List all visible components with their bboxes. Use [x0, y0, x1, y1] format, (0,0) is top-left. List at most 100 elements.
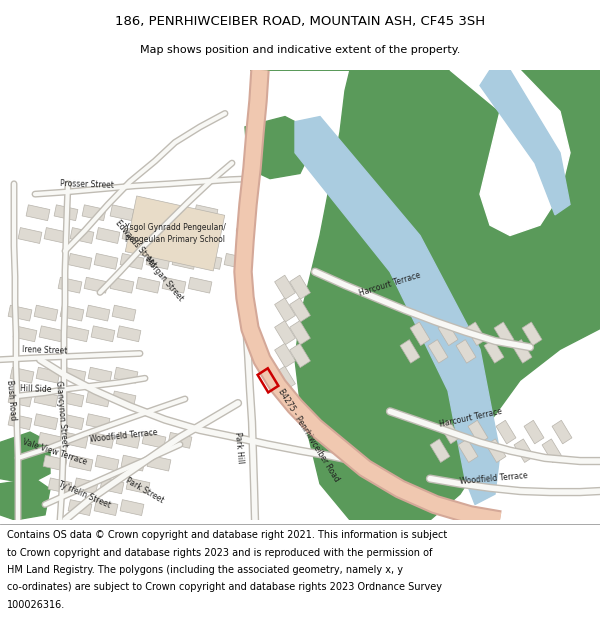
Bar	[86, 305, 110, 321]
Bar	[26, 205, 50, 221]
Bar	[122, 228, 146, 244]
Bar	[100, 478, 124, 494]
Bar	[120, 254, 144, 269]
Text: Edwards Street: Edwards Street	[113, 219, 158, 269]
Bar	[410, 322, 430, 346]
Text: Ty'rfelin Street: Ty'rfelin Street	[57, 479, 112, 509]
Text: 100026316.: 100026316.	[7, 600, 65, 610]
Text: Ysgol Gynradd Pengeulan/
Pengeulan Primary School: Ysgol Gynradd Pengeulan/ Pengeulan Prima…	[125, 222, 226, 244]
Bar	[174, 228, 198, 244]
Bar	[117, 326, 141, 342]
Bar	[95, 455, 119, 471]
Polygon shape	[295, 116, 500, 504]
Bar	[60, 305, 84, 321]
Bar	[166, 205, 190, 221]
Bar	[275, 275, 295, 299]
Bar	[10, 368, 34, 383]
Bar	[466, 322, 486, 346]
Bar	[275, 366, 295, 391]
Bar	[458, 439, 478, 462]
Bar	[188, 278, 212, 293]
Bar	[552, 420, 572, 444]
Bar	[65, 326, 89, 342]
Bar	[34, 414, 58, 429]
Text: Irene Street: Irene Street	[22, 346, 67, 356]
Text: Vale View Terrace: Vale View Terrace	[22, 438, 88, 467]
Bar	[34, 391, 58, 407]
Bar	[496, 420, 516, 444]
Bar	[290, 321, 310, 345]
Bar	[18, 228, 42, 244]
Bar	[116, 432, 140, 448]
Bar	[456, 339, 476, 363]
Text: co-ordinates) are subject to Crown copyright and database rights 2023 Ordnance S: co-ordinates) are subject to Crown copyr…	[7, 582, 442, 592]
Bar	[68, 254, 92, 269]
Text: Woodfield Terrace: Woodfield Terrace	[460, 471, 528, 486]
Bar	[13, 326, 37, 342]
Text: Bush Road: Bush Road	[5, 380, 17, 421]
Bar	[486, 439, 506, 462]
Bar	[172, 254, 196, 269]
Bar	[94, 254, 118, 269]
Bar	[224, 254, 248, 269]
Bar	[8, 305, 32, 321]
Text: Hill Side: Hill Side	[20, 384, 52, 394]
Polygon shape	[450, 70, 570, 236]
Text: 186, PENRHIWCEIBER ROAD, MOUNTAIN ASH, CF45 3SH: 186, PENRHIWCEIBER ROAD, MOUNTAIN ASH, C…	[115, 14, 485, 28]
Bar	[542, 439, 562, 462]
Bar	[64, 432, 88, 448]
Bar	[126, 478, 150, 494]
Polygon shape	[0, 432, 50, 484]
Bar	[94, 499, 118, 516]
Polygon shape	[480, 70, 570, 215]
Bar	[112, 391, 136, 407]
Bar	[60, 391, 84, 407]
Bar	[68, 499, 92, 516]
Bar	[275, 298, 295, 322]
Bar	[400, 339, 420, 363]
Bar	[430, 439, 450, 462]
Bar	[148, 228, 172, 244]
Bar	[82, 205, 106, 221]
Text: Prosser Street: Prosser Street	[60, 179, 114, 190]
Bar	[198, 254, 222, 269]
Bar	[86, 414, 110, 429]
Bar	[121, 455, 145, 471]
Bar	[512, 339, 532, 363]
Text: Park Street: Park Street	[124, 476, 166, 505]
Bar	[290, 275, 310, 299]
Bar	[86, 391, 110, 407]
Bar	[524, 420, 544, 444]
Text: B4275 - Penrhiwceiber Road: B4275 - Penrhiwceiber Road	[277, 387, 341, 483]
Bar	[136, 278, 160, 293]
Text: Park Hill: Park Hill	[233, 431, 245, 464]
Bar	[38, 432, 62, 448]
Bar	[275, 321, 295, 345]
Text: Map shows position and indicative extent of the property.: Map shows position and indicative extent…	[140, 46, 460, 56]
Bar	[96, 228, 120, 244]
Text: Woodfield Terrace: Woodfield Terrace	[89, 428, 158, 444]
Bar	[125, 196, 225, 271]
Bar	[70, 228, 94, 244]
Bar	[110, 278, 134, 293]
Bar	[44, 228, 68, 244]
Polygon shape	[245, 116, 310, 179]
Bar	[194, 205, 218, 221]
Bar	[146, 254, 170, 269]
Bar	[514, 439, 534, 462]
Text: Glancynon Street: Glancynon Street	[54, 380, 69, 447]
Bar	[84, 278, 108, 293]
Bar	[91, 326, 115, 342]
Bar	[162, 278, 186, 293]
Bar	[438, 322, 458, 346]
Bar	[168, 432, 192, 448]
Bar	[114, 368, 138, 383]
Polygon shape	[0, 479, 50, 520]
Bar	[90, 432, 114, 448]
Text: Harcourt Terrace: Harcourt Terrace	[439, 407, 503, 429]
Bar	[522, 322, 542, 346]
Text: Harcourt Terrace: Harcourt Terrace	[358, 270, 422, 298]
Bar	[48, 478, 72, 494]
Bar	[34, 305, 58, 321]
Bar	[142, 432, 166, 448]
